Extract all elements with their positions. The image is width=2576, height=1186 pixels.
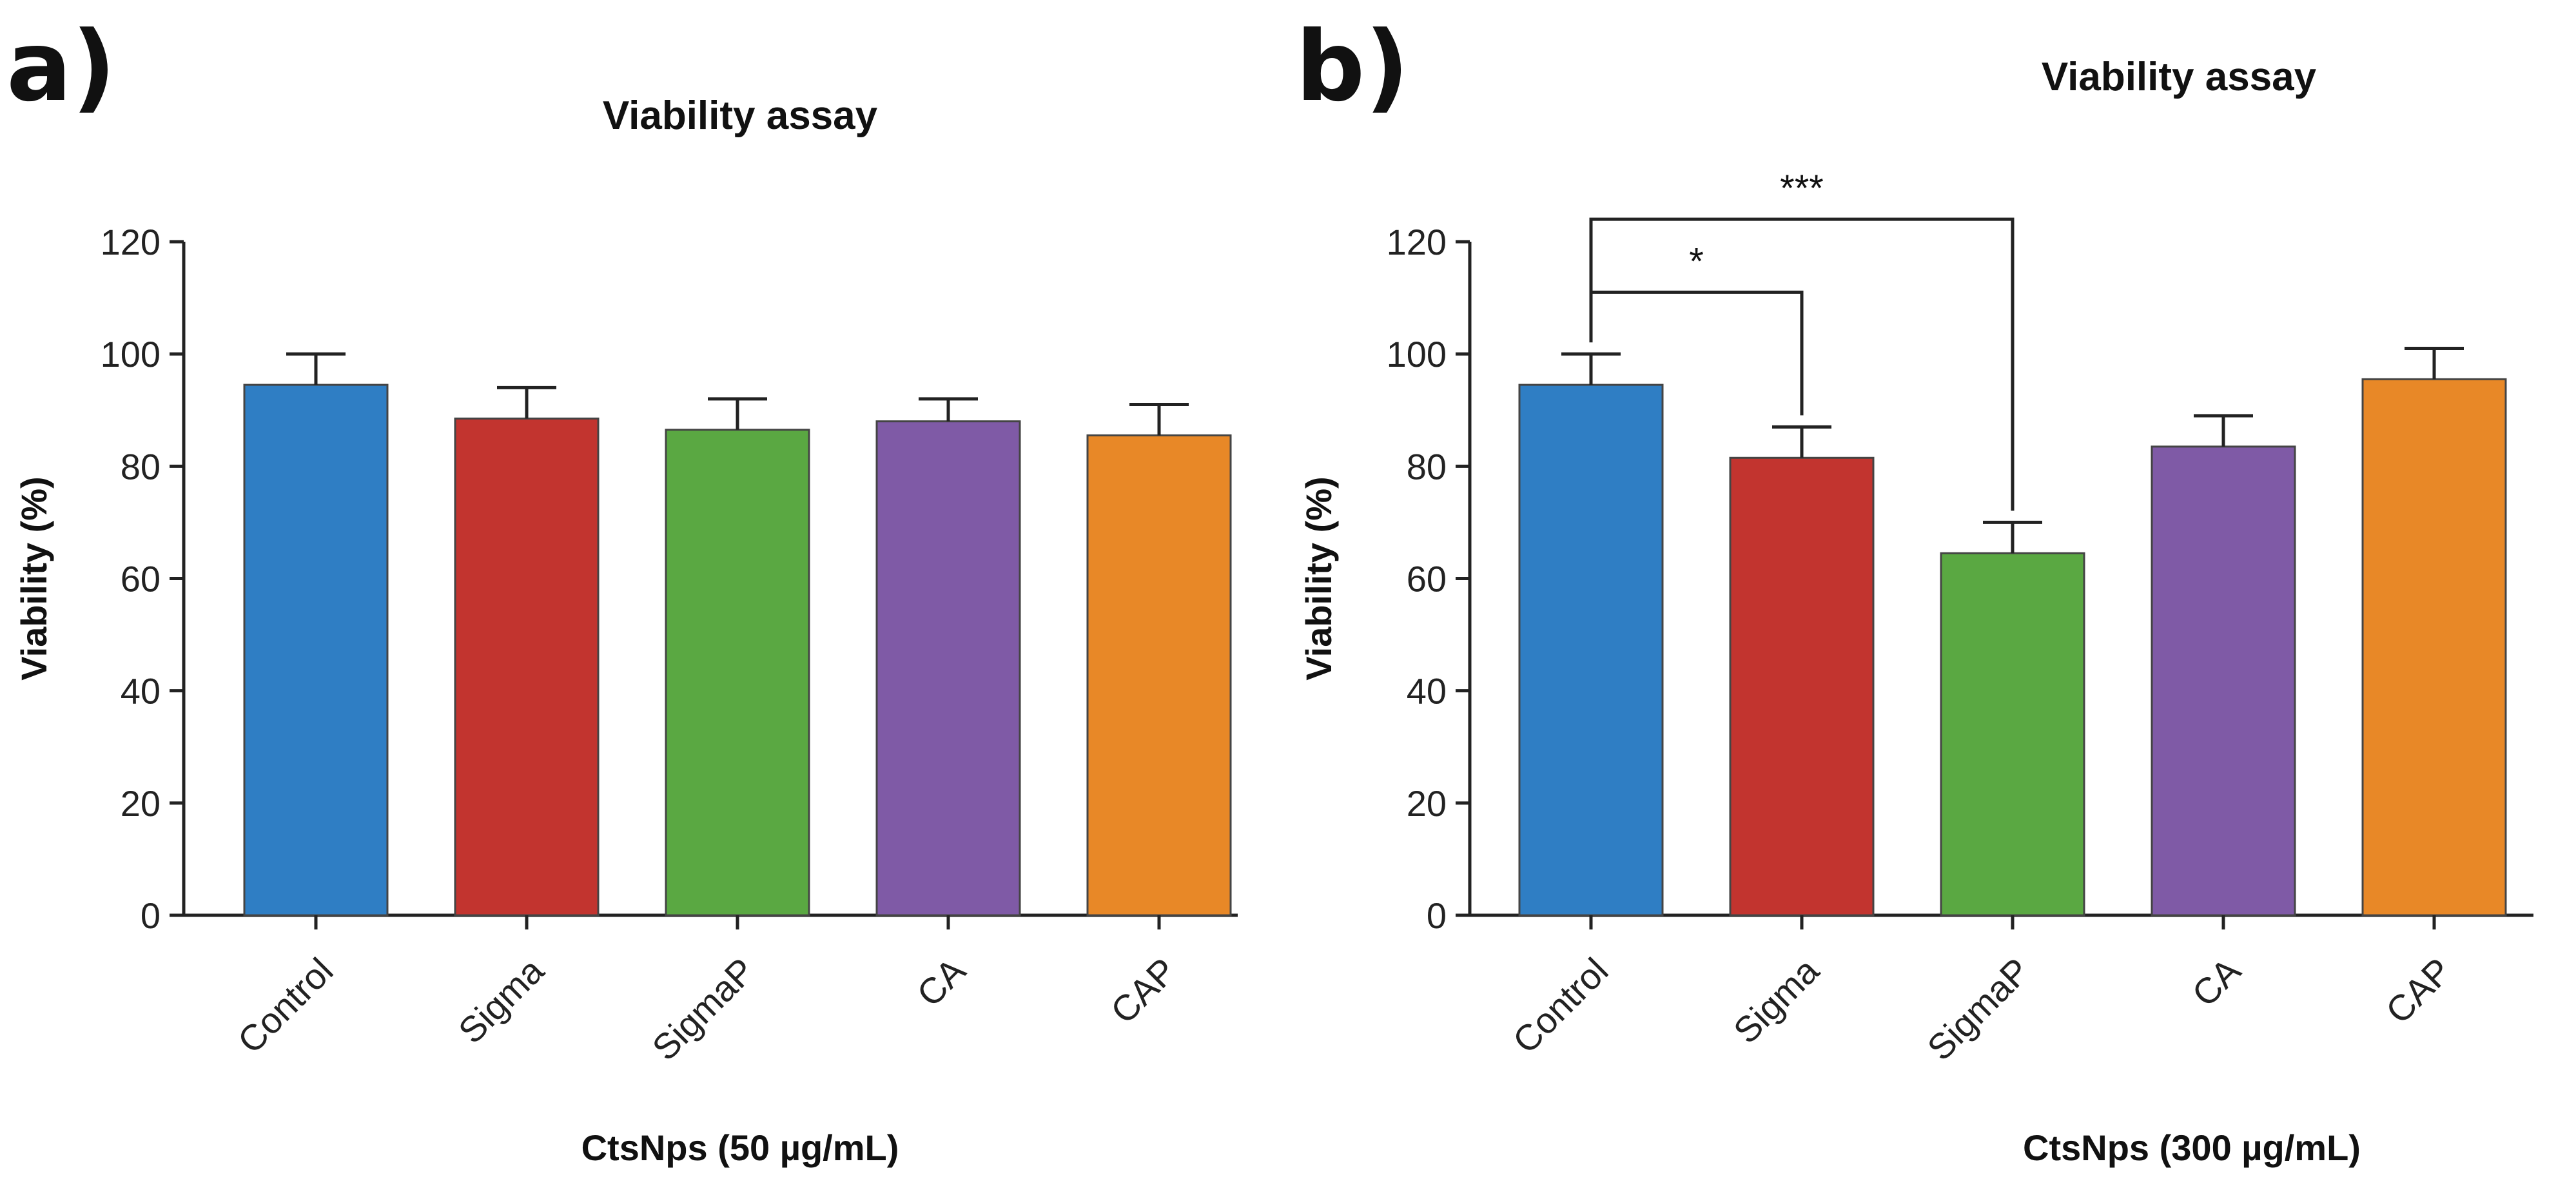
bar-sigma — [1729, 456, 1875, 917]
x-tick-label: CAP — [2378, 950, 2459, 1031]
y-tick-label: 20 — [1407, 783, 1447, 824]
y-tick-label: 40 — [1407, 671, 1447, 712]
y-tick-label: 60 — [1407, 559, 1447, 599]
x-tick-label: Sigma — [1726, 949, 1827, 1051]
chart-title: Viability assay — [603, 93, 878, 138]
x-tick-label: CAP — [1103, 950, 1184, 1031]
x-tick-label: SigmaP — [1919, 950, 2037, 1068]
y-axis-label: Viability (%) — [14, 476, 54, 680]
bar-sigma — [454, 417, 600, 917]
y-axis-label: Viability (%) — [1298, 476, 1339, 680]
y-tick-label: 20 — [121, 783, 161, 824]
x-tick-label: Control — [1505, 950, 1615, 1061]
significance-bracket — [1589, 217, 2015, 511]
panel-label: b) — [1296, 11, 1409, 123]
chart-panel-a: a) Viability assay 0 20 40 60 80 100 120 Control S… — [6, 11, 1238, 1168]
significance-label: * — [1689, 240, 1704, 282]
panel-label: a) — [6, 11, 116, 123]
y-tick-label: 120 — [1387, 222, 1447, 262]
significance-label: *** — [1780, 168, 1824, 209]
chart-panel-b: b) Viability assay 0 20 40 60 80 100 120 Control S… — [1296, 11, 2533, 1168]
bar-ca — [875, 420, 1021, 917]
y-tick-label: 100 — [1387, 334, 1447, 374]
x-axis-label: CtsNps (300 µg/mL) — [2023, 1127, 2361, 1168]
y-tick-label: 60 — [121, 559, 161, 599]
y-tick-label: 0 — [141, 895, 161, 936]
x-axis-label: CtsNps (50 µg/mL) — [581, 1127, 899, 1168]
bar-sigmap — [665, 429, 810, 917]
y-tick-label: 80 — [1407, 446, 1447, 487]
bar-cap — [1086, 434, 1232, 917]
chart-title: Viability assay — [2042, 55, 2317, 99]
y-tick-label: 120 — [101, 222, 161, 262]
x-tick-label: CA — [909, 949, 973, 1014]
x-tick-label: SigmaP — [644, 950, 762, 1068]
bar-ca — [2151, 445, 2296, 917]
y-tick-label: 0 — [1427, 895, 1447, 936]
x-tick-label: Sigma — [451, 949, 552, 1051]
y-tick-label: 40 — [121, 671, 161, 712]
y-tick-label: 100 — [101, 334, 161, 374]
bar-cap — [2361, 378, 2507, 917]
bar-control — [1518, 384, 1664, 917]
x-tick-label: CA — [2184, 949, 2249, 1014]
bar-control — [243, 384, 389, 917]
y-tick-label: 80 — [121, 446, 161, 487]
x-tick-label: Control — [229, 950, 340, 1061]
bar-sigmap — [1940, 552, 2085, 917]
